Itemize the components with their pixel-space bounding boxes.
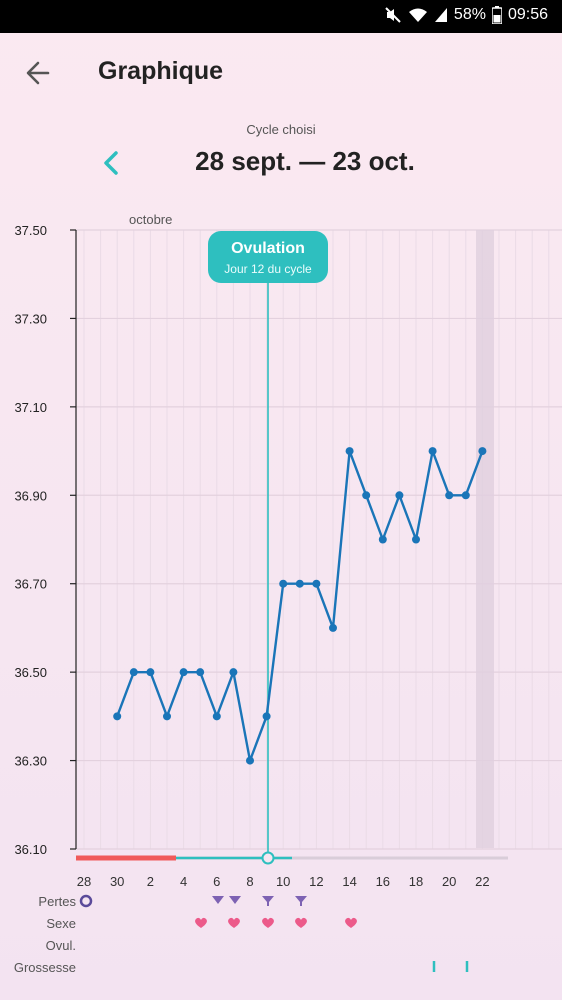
y-tick-label: 37.10 — [14, 400, 47, 415]
temperature-point[interactable] — [163, 712, 171, 721]
ovulation-dot — [261, 851, 275, 865]
heart-icon — [195, 917, 207, 928]
signal-icon — [434, 8, 447, 22]
temperature-point[interactable] — [129, 668, 138, 677]
temperature-point[interactable] — [146, 668, 155, 677]
ovulation-title: Ovulation — [231, 240, 305, 257]
discharge-circle-icon — [79, 894, 93, 908]
ovulation-bubble — [208, 231, 328, 283]
page-title: Graphique — [98, 57, 224, 85]
y-tick-label: 36.90 — [14, 488, 47, 503]
chevron-left-icon[interactable] — [98, 148, 124, 178]
temperature-point[interactable] — [295, 579, 304, 588]
y-tick-label: 36.30 — [14, 754, 47, 769]
temperature-point[interactable] — [461, 491, 470, 500]
temperature-point[interactable] — [478, 447, 487, 456]
temperature-point[interactable] — [212, 712, 221, 721]
temperature-point[interactable] — [395, 491, 404, 500]
temperature-point[interactable] — [445, 491, 454, 500]
cycle-date-range: 28 sept. — 23 oct. — [195, 146, 415, 176]
x-tick-label: 8 — [246, 874, 253, 889]
temperature-chart[interactable]: 36.10 36.30 36.50 36.70 36.90 37.10 37.30 37.50… — [0, 205, 562, 1000]
temperature-point[interactable] — [345, 447, 354, 456]
row-label-pertes: Pertes — [38, 894, 76, 909]
discharge-marks — [212, 896, 307, 906]
status-bar: 58% 09:56 — [0, 0, 562, 33]
heart-icon — [295, 917, 307, 928]
row-label-ovul: Ovul. — [45, 938, 76, 953]
x-tick-label: 18 — [409, 874, 423, 889]
temperature-point[interactable] — [262, 712, 271, 721]
temperature-point[interactable] — [329, 623, 337, 632]
battery-icon — [491, 6, 502, 24]
y-tick-label: 36.70 — [14, 577, 47, 592]
x-tick-label: 22 — [475, 874, 489, 889]
y-tick-label: 37.30 — [14, 311, 47, 326]
app-bar: Graphique — [0, 33, 562, 113]
back-arrow-icon[interactable] — [20, 55, 56, 91]
battery-percent: 58% — [453, 6, 486, 23]
today-highlight — [476, 230, 494, 848]
discharge-drop-icon — [229, 896, 241, 904]
x-tick-label: 4 — [180, 874, 187, 889]
x-tick-label: 28 — [77, 874, 91, 889]
x-tick-label: 14 — [342, 874, 356, 889]
x-tick-label: 10 — [276, 874, 290, 889]
clock: 09:56 — [507, 6, 548, 23]
temperature-point[interactable] — [229, 668, 238, 677]
month-label: octobre — [129, 212, 172, 227]
x-tick-label: 2 — [147, 874, 154, 889]
temperature-point[interactable] — [362, 491, 371, 500]
y-tick-label: 36.50 — [14, 665, 47, 680]
x-tick-label: 12 — [309, 874, 323, 889]
temperature-point[interactable] — [179, 668, 188, 677]
heart-icon — [345, 917, 357, 928]
cycle-label: Cycle choisi — [246, 122, 316, 137]
temperature-point[interactable] — [312, 579, 321, 588]
temperature-point[interactable] — [246, 756, 254, 765]
x-tick-label: 20 — [442, 874, 456, 889]
heart-icon — [228, 917, 240, 928]
temperature-series — [113, 447, 487, 765]
discharge-cup-icon — [262, 896, 274, 906]
y-tick-label: 37.50 — [14, 223, 47, 238]
sex-marks — [195, 917, 357, 928]
y-tick-label: 36.10 — [14, 842, 47, 857]
temperature-point[interactable] — [378, 535, 387, 544]
row-label-grossesse: Grossesse — [13, 960, 76, 975]
discharge-cup-icon — [295, 896, 307, 906]
temperature-point[interactable] — [279, 579, 288, 588]
temperature-point[interactable] — [412, 535, 420, 544]
discharge-drop-icon — [212, 896, 224, 904]
x-tick-label: 16 — [376, 874, 390, 889]
x-tick-label: 6 — [213, 874, 220, 889]
ovulation-subtitle: Jour 12 du cycle — [224, 262, 312, 276]
temperature-point[interactable] — [196, 668, 205, 677]
mute-icon — [385, 7, 401, 23]
wifi-icon — [408, 8, 427, 22]
temperature-point[interactable] — [113, 712, 122, 721]
row-label-sexe: Sexe — [46, 916, 76, 931]
heart-icon — [262, 917, 274, 928]
x-tick-label: 30 — [110, 874, 124, 889]
temperature-point[interactable] — [428, 447, 437, 456]
ovulation-callout[interactable]: Ovulation Jour 12 du cycle — [208, 231, 328, 283]
